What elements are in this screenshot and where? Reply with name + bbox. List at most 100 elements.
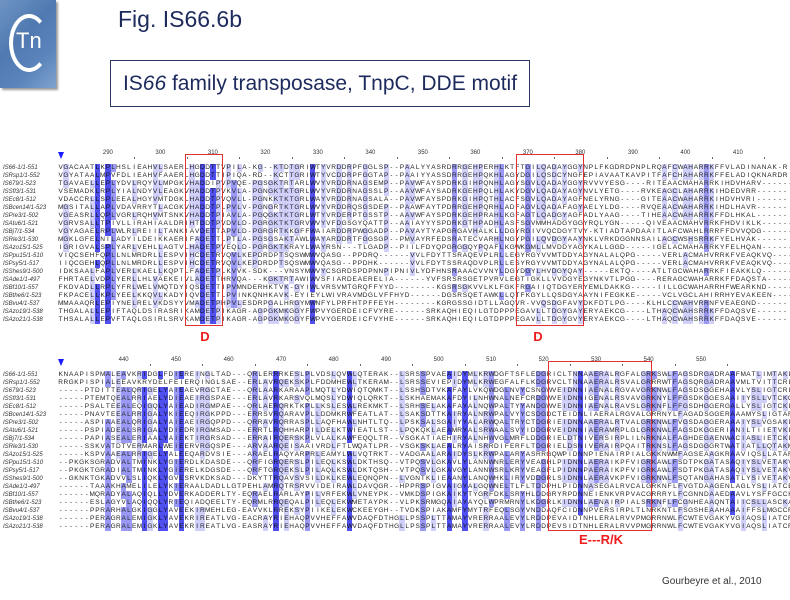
residue: V	[231, 260, 237, 268]
residue: H	[189, 196, 195, 204]
residue: S	[462, 276, 468, 283]
residue: V	[58, 212, 63, 219]
residue: V	[221, 180, 226, 187]
residue: R	[698, 164, 704, 172]
residue: -	[637, 244, 640, 251]
residue: L	[157, 292, 163, 300]
ruler-tick-label: 330	[312, 150, 323, 156]
residue: -	[637, 188, 640, 195]
residue: D	[199, 188, 205, 196]
residue: V	[604, 276, 609, 283]
residue: D	[761, 284, 767, 291]
residue: E	[163, 252, 168, 259]
residue: G	[268, 204, 274, 212]
residue: M	[693, 252, 699, 259]
residue: D	[551, 196, 557, 204]
residue: M	[157, 284, 164, 291]
residue: L	[236, 236, 242, 244]
residue: H	[651, 212, 657, 219]
residue: P	[357, 268, 363, 275]
residue: I	[180, 276, 183, 283]
residue: G	[367, 244, 373, 251]
residue: G	[525, 284, 531, 292]
residue: D	[199, 212, 205, 220]
residue: R	[368, 252, 373, 259]
residue: A	[415, 228, 420, 235]
residue: Y	[572, 252, 578, 259]
residue: E	[147, 268, 153, 275]
residue: T	[478, 292, 483, 299]
residue: L	[236, 244, 242, 252]
residue: A	[667, 204, 672, 211]
residue: A	[194, 180, 200, 188]
residue: P	[352, 164, 357, 171]
residue: A	[583, 292, 588, 299]
residue: A	[567, 196, 573, 203]
residue: V	[756, 180, 762, 187]
residue: A	[682, 260, 688, 268]
residue: K	[504, 164, 510, 171]
residue: N	[100, 236, 105, 243]
residue: G	[457, 244, 463, 251]
residue: I	[542, 284, 545, 291]
residue: P	[478, 196, 484, 204]
residue: R	[451, 204, 457, 212]
residue: A	[242, 276, 247, 283]
residue: E	[656, 212, 662, 219]
residue: K	[179, 204, 184, 211]
residue: A	[84, 204, 90, 211]
residue: F	[725, 244, 730, 251]
residue: S	[446, 260, 452, 267]
residue: Y	[320, 220, 326, 228]
residue: A	[336, 276, 342, 283]
residue: P	[478, 204, 484, 212]
residue: I	[726, 268, 729, 275]
residue: -	[248, 212, 251, 219]
residue: R	[215, 260, 221, 267]
residue: A	[682, 212, 688, 220]
residue: P	[226, 236, 232, 244]
residue: G	[257, 180, 263, 188]
residue: V	[179, 260, 184, 267]
residue: -	[642, 268, 645, 275]
residue: V	[478, 284, 483, 291]
residue: C	[688, 260, 693, 267]
residue: L	[236, 252, 242, 260]
residue: C	[79, 292, 84, 299]
residue: G	[525, 180, 531, 188]
ruler-tick-label: 350	[417, 150, 428, 156]
residue: G	[79, 244, 85, 251]
residue: R	[137, 212, 142, 219]
residue: G	[294, 284, 300, 292]
residue: P	[215, 180, 221, 188]
residue: R	[719, 292, 725, 299]
residue: V	[746, 204, 751, 211]
residue: C	[672, 204, 678, 212]
residue: -	[395, 212, 398, 219]
residue: T	[231, 236, 236, 243]
residue: R	[441, 164, 447, 171]
residue: E	[163, 276, 168, 283]
residue: P	[252, 212, 258, 220]
residue: V	[320, 284, 326, 291]
residue: V	[95, 276, 100, 283]
residue: M	[535, 220, 542, 227]
residue: F	[599, 164, 604, 171]
residue: I	[185, 252, 188, 259]
residue: -	[647, 276, 650, 283]
residue: -	[395, 188, 398, 195]
residue: R	[651, 164, 657, 171]
residue: D	[551, 172, 557, 180]
residue: E	[473, 292, 478, 299]
residue: A	[457, 268, 462, 275]
residue: R	[68, 220, 74, 227]
residue: D	[205, 164, 210, 171]
residue: D	[735, 188, 741, 195]
residue: V	[315, 220, 321, 227]
residue: F	[420, 196, 425, 203]
residue: L	[541, 276, 546, 283]
residue: T	[756, 276, 761, 283]
residue: -	[432, 284, 435, 291]
residue: K	[504, 244, 510, 251]
residue: Y	[520, 260, 525, 267]
